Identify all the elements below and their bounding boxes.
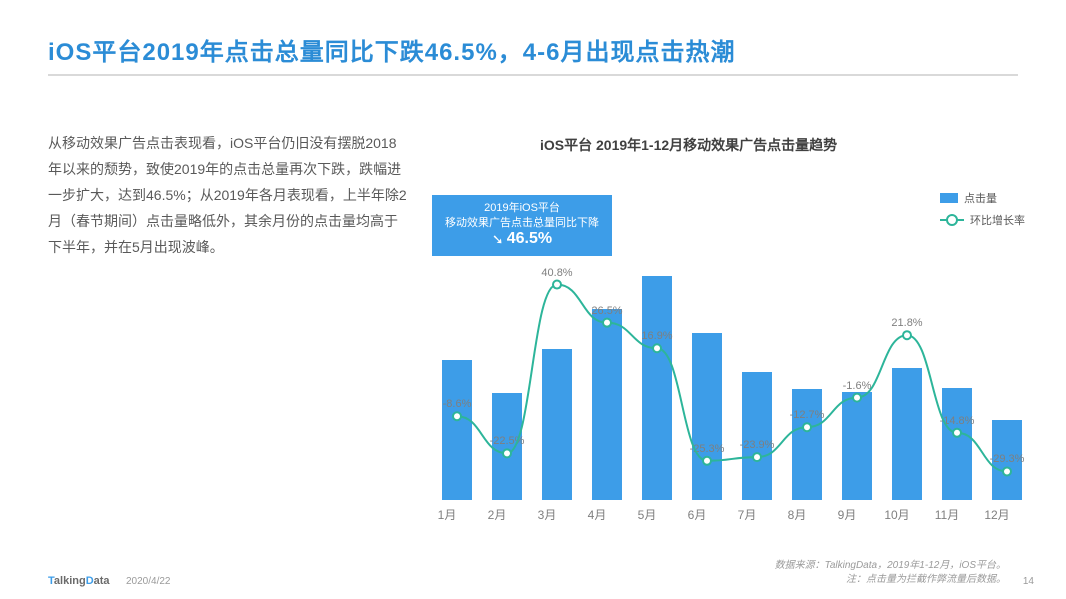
x-axis-label: 4月 xyxy=(572,506,622,523)
chart-line-point xyxy=(453,412,461,420)
legend-bar-swatch xyxy=(940,193,958,203)
chart-line-layer xyxy=(432,210,1032,500)
chart-line-point xyxy=(1003,467,1011,475)
x-axis-label: 1月 xyxy=(422,506,472,523)
chart-line-point xyxy=(503,449,511,457)
x-axis-label: 11月 xyxy=(922,506,972,523)
x-axis-label: 9月 xyxy=(822,506,872,523)
brand-ata: ata xyxy=(94,575,110,587)
chart-line-point xyxy=(853,394,861,402)
x-axis-label: 7月 xyxy=(722,506,772,523)
brand-alking: alking xyxy=(54,575,86,587)
combo-chart: 1月2月3月4月5月6月7月8月9月10月11月12月-8.6%-22.5%40… xyxy=(432,260,1032,500)
chart-line xyxy=(457,285,1007,472)
chart-line-point xyxy=(753,453,761,461)
chart-line-point xyxy=(803,423,811,431)
x-axis-label: 8月 xyxy=(772,506,822,523)
chart-line-point xyxy=(603,319,611,327)
x-axis-label: 10月 xyxy=(872,506,922,523)
page-title: iOS平台2019年点击总量同比下跌46.5%，4-6月出现点击热潮 xyxy=(48,32,735,67)
x-axis-label: 2月 xyxy=(472,506,522,523)
footer-source-2: 注：点击量为拦截作弊流量后数据。 xyxy=(775,573,1006,587)
chart-line-point xyxy=(653,344,661,352)
footer-date: 2020/4/22 xyxy=(126,576,171,587)
footer-source: 数据来源：TalkingData，2019年1-12月，iOS平台。 注：点击量… xyxy=(775,559,1006,587)
chart-line-point xyxy=(903,331,911,339)
x-axis-label: 12月 xyxy=(972,506,1022,523)
x-axis-label: 6月 xyxy=(672,506,722,523)
chart-line-point xyxy=(553,281,561,289)
chart-line-point xyxy=(703,457,711,465)
body-paragraph: 从移动效果广告点击表现看，iOS平台仍旧没有摆脱2018年以来的颓势，致使201… xyxy=(48,130,408,260)
title-underline xyxy=(48,74,1018,76)
footer: TalkingData 2020/4/22 数据来源：TalkingData，2… xyxy=(48,557,1026,587)
brand-d: D xyxy=(86,575,94,587)
brand-logo: TalkingData xyxy=(48,575,110,587)
page-number: 14 xyxy=(1023,576,1034,587)
x-axis-label: 5月 xyxy=(622,506,672,523)
footer-source-1: 数据来源：TalkingData，2019年1-12月，iOS平台。 xyxy=(775,559,1006,573)
legend-bar-row: 点击量 xyxy=(940,190,1025,206)
chart-title: iOS平台 2019年1-12月移动效果广告点击量趋势 xyxy=(540,135,837,155)
x-axis-label: 3月 xyxy=(522,506,572,523)
legend-bar-label: 点击量 xyxy=(964,190,997,206)
chart-line-point xyxy=(953,429,961,437)
